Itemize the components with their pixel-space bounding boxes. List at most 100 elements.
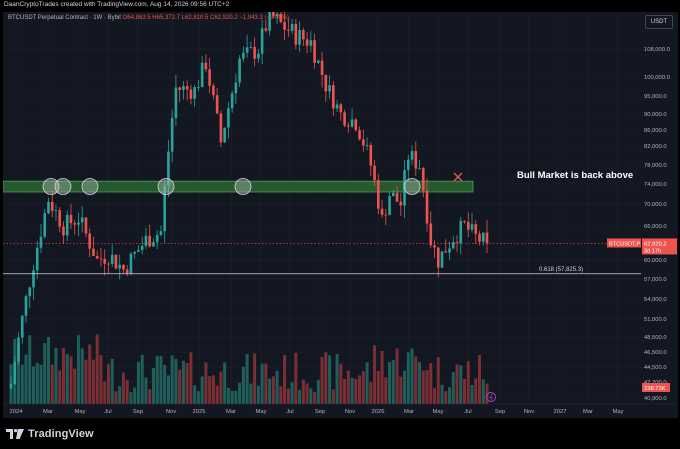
- lightning-glyph: [489, 393, 493, 401]
- volume-bar: [35, 362, 39, 404]
- price-tick-label: 57,000.0: [644, 277, 667, 283]
- candle-body: [320, 60, 324, 75]
- volume-bar: [429, 363, 433, 404]
- candle-body: [99, 258, 103, 260]
- volume-bar: [343, 378, 347, 404]
- volume-bar: [189, 352, 193, 404]
- price-tick-label: 46,500.0: [644, 350, 667, 356]
- price-axis[interactable]: 108,000.0 100,000.0 95,000.0 90,000.0 86,000…: [607, 12, 678, 404]
- volume-bar: [320, 357, 324, 404]
- volume-bar: [444, 391, 448, 404]
- candle-body: [163, 185, 166, 232]
- volume-bar: [43, 343, 47, 404]
- candle-body: [395, 192, 399, 202]
- volume-bar: [335, 354, 339, 404]
- candle-body: [54, 210, 58, 211]
- candle-body: [140, 245, 144, 251]
- time-tick-label: May: [256, 409, 267, 415]
- volume-tag: [642, 383, 670, 392]
- candle-body: [178, 87, 181, 90]
- candle-body: [399, 201, 403, 206]
- candle-body: [144, 235, 148, 246]
- time-tick-label: 2025: [193, 409, 206, 415]
- volume-bar: [58, 370, 62, 404]
- volume-bar: [95, 334, 99, 404]
- candle-body: [418, 168, 421, 169]
- candle-body: [13, 361, 17, 384]
- candle-body: [463, 220, 466, 222]
- volume-bar: [106, 364, 110, 404]
- volume-bar: [369, 381, 373, 404]
- tradingview-brand: TradingView: [28, 428, 94, 440]
- volume-bar: [485, 383, 489, 404]
- candle-body: [410, 151, 414, 160]
- volume-bar: [114, 391, 118, 404]
- volume-bar: [406, 352, 410, 404]
- tradingview-logo[interactable]: TradingView: [6, 428, 94, 440]
- candle-body: [328, 85, 331, 92]
- chart-pane[interactable]: Bull Market is back above 0.618 (57,825.3…: [3, 12, 678, 418]
- candle-body: [17, 337, 20, 362]
- price-tick-label: 70,000.0: [644, 202, 667, 208]
- time-tick-label: 2027: [554, 409, 567, 415]
- volume-bar: [260, 363, 264, 404]
- candle-body: [43, 213, 47, 237]
- volume-bar: [166, 375, 170, 404]
- volume-bars: [9, 334, 489, 404]
- candle-body: [384, 214, 388, 216]
- volume-bar: [395, 348, 399, 404]
- candle-body: [287, 29, 290, 31]
- support-zone: [3, 180, 474, 193]
- candle-body: [444, 251, 448, 253]
- volume-bar: [283, 355, 287, 404]
- candle-body: [485, 232, 489, 244]
- candle-body: [421, 168, 425, 191]
- annotations: Bull Market is back above 0.618 (57,825.3…: [3, 170, 641, 402]
- candle-body: [133, 251, 136, 254]
- candle-body: [84, 217, 88, 234]
- time-tick-label: Mar: [404, 409, 414, 415]
- time-axis[interactable]: 2024 Mar May Jul Sep Nov 2025 Mar May Jul Sep Nov 20…: [3, 403, 678, 418]
- candle-body: [47, 201, 50, 214]
- candle-body: [253, 46, 256, 59]
- candle-body: [77, 222, 80, 225]
- candle-body: [451, 242, 455, 249]
- currency-badge[interactable]: USDT: [645, 15, 673, 29]
- candle-body: [32, 270, 35, 288]
- volume-bar: [208, 376, 212, 404]
- price-tick-label: 60,000.0: [644, 258, 667, 264]
- volume-bar: [294, 352, 298, 404]
- volume-bar: [309, 388, 313, 404]
- volume-bar: [133, 387, 137, 404]
- candle-body: [481, 232, 485, 242]
- candle-body: [114, 254, 118, 269]
- volume-bar: [99, 355, 103, 404]
- candle-body: [62, 226, 65, 236]
- time-tick-label: May: [75, 409, 86, 415]
- volume-bar: [256, 385, 260, 404]
- time-axis-bg: [3, 404, 678, 418]
- volume-bar: [451, 372, 455, 404]
- candle-body: [129, 253, 133, 274]
- candle-body: [436, 247, 440, 268]
- time-tick-label: Sep: [495, 409, 505, 415]
- candle-body: [88, 233, 92, 249]
- volume-bar: [50, 364, 54, 404]
- price-tick-label: 78,000.0: [644, 163, 667, 169]
- candle-body: [332, 85, 335, 109]
- candle-body: [279, 13, 283, 23]
- candle-body: [208, 69, 211, 86]
- price-chart[interactable]: Bull Market is back above 0.618 (57,825.3…: [3, 12, 678, 418]
- volume-bar: [196, 391, 200, 404]
- candle-body: [65, 214, 69, 236]
- candle-body: [69, 214, 73, 224]
- candle-body: [309, 40, 313, 46]
- bull-market-text: Bull Market is back above: [517, 170, 633, 181]
- candle-body: [73, 223, 77, 225]
- volume-bar: [118, 386, 122, 404]
- candle-body: [167, 151, 170, 186]
- volume-bar: [380, 350, 384, 404]
- volume-bar: [91, 359, 95, 404]
- candle-body: [298, 30, 301, 45]
- volume-bar: [376, 371, 380, 404]
